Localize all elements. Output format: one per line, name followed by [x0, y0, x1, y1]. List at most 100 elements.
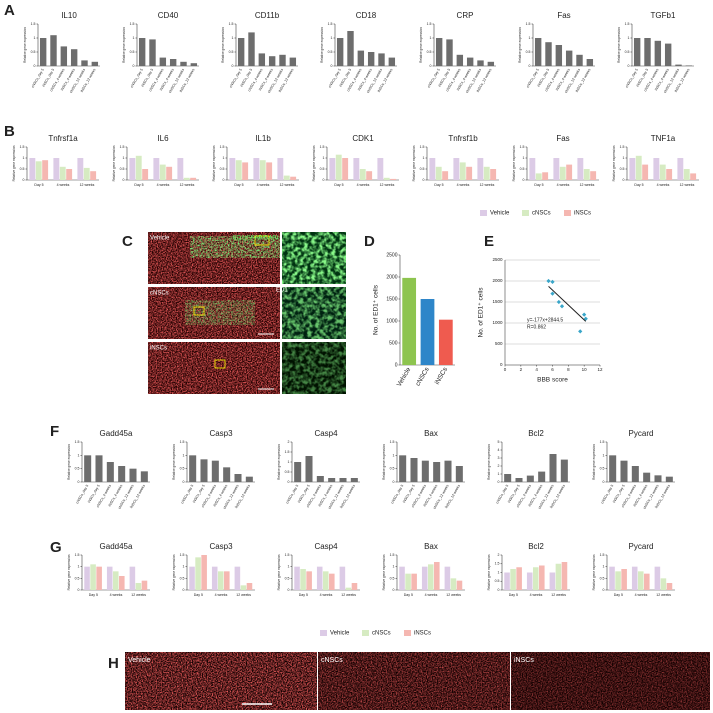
bar — [166, 166, 173, 180]
y-tick-label: 0 — [133, 64, 135, 68]
bar — [435, 38, 443, 66]
x-tick-label: Day 5 — [194, 593, 203, 597]
panel-label: G — [50, 539, 62, 556]
y-tick-label: 1.5 — [520, 145, 525, 149]
bar — [169, 59, 177, 66]
bar — [685, 65, 693, 66]
y-axis-label: Relative gene expression — [221, 27, 225, 63]
y-tick-label: 0.5 — [180, 576, 185, 580]
y-tick-label: 0.5 — [620, 167, 625, 171]
point — [582, 312, 587, 317]
chart-title: Gadd45a — [100, 429, 133, 438]
y-axis-label: Relative gene expression — [67, 554, 71, 590]
bar — [466, 57, 474, 66]
bar — [289, 57, 297, 66]
y-axis-label: Relative gene expression — [12, 145, 16, 181]
y-tick-label: 1.5 — [320, 145, 325, 149]
y-tick-label: 500 — [389, 340, 398, 346]
bar — [577, 158, 584, 180]
bar — [576, 54, 583, 66]
bar — [339, 478, 347, 482]
x-tick-label: 12 weeks — [380, 183, 395, 187]
zoom-label: ED1 — [276, 288, 288, 294]
x-tick-label: Day 5 — [634, 183, 643, 187]
bar — [654, 475, 662, 482]
bar — [390, 178, 397, 180]
y-tick-label: 0.5 — [390, 576, 395, 580]
y-axis-label: Relative gene expression — [23, 27, 27, 63]
legend-label: Vehicle — [490, 211, 510, 217]
y-axis-label: Relative gene expression — [617, 27, 621, 63]
bar — [77, 158, 84, 180]
y-tick-label: 1.5 — [427, 22, 432, 26]
image-texture — [511, 652, 710, 710]
x-tick-label: 12 — [597, 367, 603, 372]
y-tick-label: 0 — [623, 178, 625, 182]
bar — [329, 158, 336, 180]
x-tick-label: 12 weeks — [551, 593, 566, 597]
point — [578, 329, 583, 334]
y-tick-label: 1 — [423, 156, 425, 160]
y-axis-label: Relative gene expression — [122, 27, 126, 63]
bar — [306, 571, 312, 590]
bar — [335, 154, 342, 180]
legend-swatch — [320, 630, 327, 636]
bar — [83, 167, 90, 180]
y-tick-label: 1.5 — [285, 553, 290, 557]
y-tick-label: 1 — [430, 36, 432, 40]
bar — [190, 63, 198, 66]
legend-label: iNSCs — [414, 631, 431, 637]
y-tick-label: 0.5 — [75, 576, 80, 580]
x-tick-label: 12 weeks — [180, 183, 195, 187]
x-tick-label: 4 weeks — [425, 593, 438, 597]
bar — [106, 566, 113, 590]
y-tick-label: 0.5 — [75, 467, 80, 471]
y-tick-label: 1.5 — [285, 450, 290, 454]
bar — [200, 459, 208, 482]
bar — [456, 54, 464, 66]
y-axis-label: No. of ED1⁺ cells — [373, 284, 380, 335]
y-tick-label: 1.5 — [620, 145, 625, 149]
bar — [453, 158, 460, 180]
bar — [654, 566, 661, 590]
panel-h-images: Vehicle cNSCs iNSCs — [125, 652, 710, 710]
y-tick-label: 0 — [498, 480, 500, 484]
y-tick-label: 500 — [495, 341, 503, 346]
bar — [660, 578, 667, 590]
y-tick-label: 0.5 — [390, 467, 395, 471]
bar — [559, 166, 566, 180]
y-tick-label: 0.5 — [229, 50, 234, 54]
y-axis-label: Relative gene expression — [172, 444, 176, 480]
bar — [106, 462, 114, 482]
bar — [84, 566, 90, 590]
bar — [300, 569, 306, 590]
y-tick-label: 1.5 — [75, 553, 80, 557]
x-tick-label: 6 — [551, 367, 554, 372]
bar — [367, 52, 375, 66]
y-axis-label: Relative gene expression — [277, 554, 281, 590]
bar — [159, 164, 166, 180]
bar — [590, 171, 597, 180]
x-tick-label: 12 weeks — [341, 593, 356, 597]
chart-title: Casp4 — [314, 542, 338, 551]
y-tick-label: 0 — [603, 588, 605, 592]
bar — [635, 155, 642, 180]
bar — [399, 566, 405, 590]
bar — [253, 158, 260, 180]
bar — [538, 471, 546, 482]
y-axis-label: Relative gene expression — [382, 554, 386, 590]
y-tick-label: 1.5 — [220, 145, 225, 149]
bar — [377, 158, 384, 180]
y-tick-label: 1 — [288, 460, 290, 464]
bar — [237, 38, 245, 66]
y-tick-label: 0.5 — [285, 470, 290, 474]
y-tick-label: 4 — [498, 448, 500, 452]
x-tick-label: 12 weeks — [580, 183, 595, 187]
y-tick-label: 0.5 — [31, 50, 36, 54]
bar — [388, 57, 396, 66]
y-tick-label: 1.5 — [180, 553, 185, 557]
chart-title: Casp4 — [314, 429, 338, 438]
bar — [654, 40, 662, 66]
y-tick-label: 0 — [393, 480, 395, 484]
bar — [118, 466, 126, 482]
